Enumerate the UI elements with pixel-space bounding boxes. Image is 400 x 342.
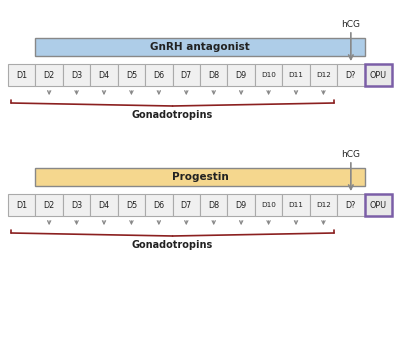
Text: D3: D3 (71, 200, 82, 210)
Text: D6: D6 (153, 70, 164, 79)
Text: Gonadotropins: Gonadotropins (132, 240, 213, 250)
FancyBboxPatch shape (36, 64, 63, 86)
FancyBboxPatch shape (255, 64, 282, 86)
FancyBboxPatch shape (228, 64, 255, 86)
Text: D3: D3 (71, 70, 82, 79)
Text: D1: D1 (16, 70, 27, 79)
Text: D12: D12 (316, 72, 331, 78)
FancyBboxPatch shape (118, 64, 145, 86)
Text: hCG: hCG (341, 150, 360, 159)
Text: D7: D7 (181, 200, 192, 210)
Text: GnRH antagonist: GnRH antagonist (150, 42, 250, 52)
FancyBboxPatch shape (63, 194, 90, 216)
Text: D6: D6 (153, 200, 164, 210)
FancyBboxPatch shape (90, 64, 118, 86)
FancyBboxPatch shape (255, 194, 282, 216)
FancyBboxPatch shape (172, 194, 200, 216)
FancyBboxPatch shape (310, 194, 337, 216)
FancyBboxPatch shape (8, 64, 36, 86)
Text: D2: D2 (44, 200, 55, 210)
Text: D2: D2 (44, 70, 55, 79)
FancyBboxPatch shape (200, 194, 228, 216)
Text: Progestin: Progestin (172, 172, 228, 182)
Text: D11: D11 (288, 202, 304, 208)
Text: D9: D9 (236, 200, 247, 210)
FancyBboxPatch shape (63, 64, 90, 86)
FancyBboxPatch shape (337, 194, 364, 216)
Text: D?: D? (346, 70, 356, 79)
FancyBboxPatch shape (118, 194, 145, 216)
Text: hCG: hCG (341, 20, 360, 29)
Text: D5: D5 (126, 200, 137, 210)
FancyBboxPatch shape (200, 64, 228, 86)
Text: OPU: OPU (370, 70, 387, 79)
FancyBboxPatch shape (8, 194, 36, 216)
Text: Gonadotropins: Gonadotropins (132, 110, 213, 120)
Text: D12: D12 (316, 202, 331, 208)
FancyBboxPatch shape (36, 194, 63, 216)
Text: D8: D8 (208, 200, 219, 210)
Text: D8: D8 (208, 70, 219, 79)
Text: D4: D4 (98, 200, 110, 210)
Text: D11: D11 (288, 72, 304, 78)
FancyBboxPatch shape (364, 194, 392, 216)
Text: D10: D10 (261, 72, 276, 78)
Text: D1: D1 (16, 200, 27, 210)
FancyBboxPatch shape (310, 64, 337, 86)
FancyBboxPatch shape (282, 64, 310, 86)
FancyBboxPatch shape (364, 64, 392, 86)
FancyBboxPatch shape (36, 38, 364, 56)
FancyBboxPatch shape (90, 194, 118, 216)
Text: D4: D4 (98, 70, 110, 79)
FancyBboxPatch shape (145, 64, 172, 86)
Text: D?: D? (346, 200, 356, 210)
Text: D10: D10 (261, 202, 276, 208)
FancyBboxPatch shape (228, 194, 255, 216)
FancyBboxPatch shape (145, 194, 172, 216)
FancyBboxPatch shape (36, 168, 364, 186)
Text: D5: D5 (126, 70, 137, 79)
FancyBboxPatch shape (337, 64, 364, 86)
Text: D9: D9 (236, 70, 247, 79)
Text: D7: D7 (181, 70, 192, 79)
FancyBboxPatch shape (172, 64, 200, 86)
FancyBboxPatch shape (282, 194, 310, 216)
Text: OPU: OPU (370, 200, 387, 210)
